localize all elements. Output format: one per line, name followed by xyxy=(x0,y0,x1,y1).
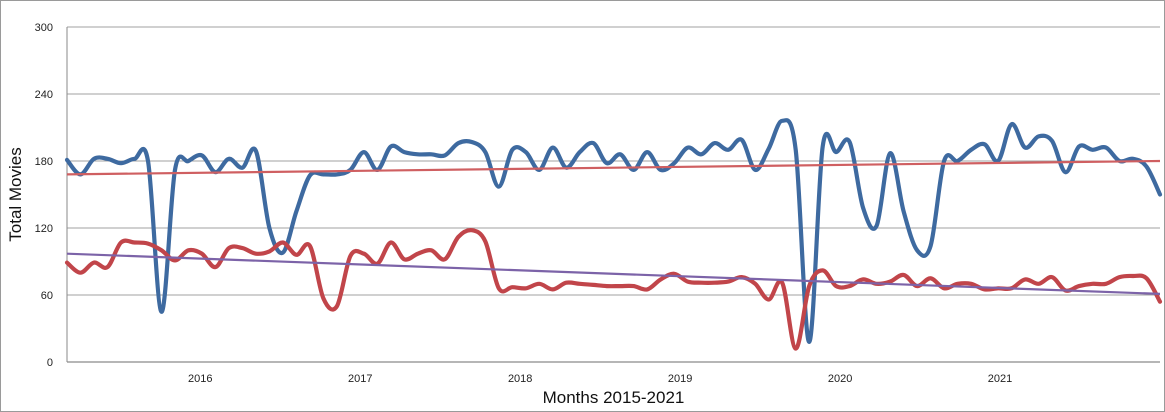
y-tick-labels: 0 60 120 180 240 300 xyxy=(35,22,53,369)
x-tick-label: 2018 xyxy=(508,373,532,385)
y-tick-label: 60 xyxy=(41,290,53,302)
y-tick-label: 240 xyxy=(35,89,53,101)
gridlines xyxy=(66,26,1160,363)
y-tick-label: 120 xyxy=(35,223,53,235)
trendline-1 xyxy=(66,159,1161,176)
series-lines xyxy=(64,118,1163,351)
y-axis-title: Total Movies xyxy=(6,147,25,241)
x-tick-label: 2019 xyxy=(668,373,692,385)
x-tick-label: 2016 xyxy=(188,373,212,385)
y-tick-label: 300 xyxy=(35,22,53,34)
x-tick-label: 2017 xyxy=(348,373,372,385)
y-tick-label: 180 xyxy=(35,156,53,168)
series-line-1 xyxy=(64,118,1163,345)
x-axis-title: Months 2015-2021 xyxy=(543,388,685,407)
trendline-2 xyxy=(66,252,1161,295)
x-tick-label: 2021 xyxy=(988,373,1012,385)
y-tick-label: 0 xyxy=(47,357,53,369)
x-tick-labels: 2016 2017 2018 2019 2020 2021 xyxy=(188,373,1012,385)
series-line-2 xyxy=(64,227,1163,351)
x-tick-label: 2020 xyxy=(828,373,852,385)
